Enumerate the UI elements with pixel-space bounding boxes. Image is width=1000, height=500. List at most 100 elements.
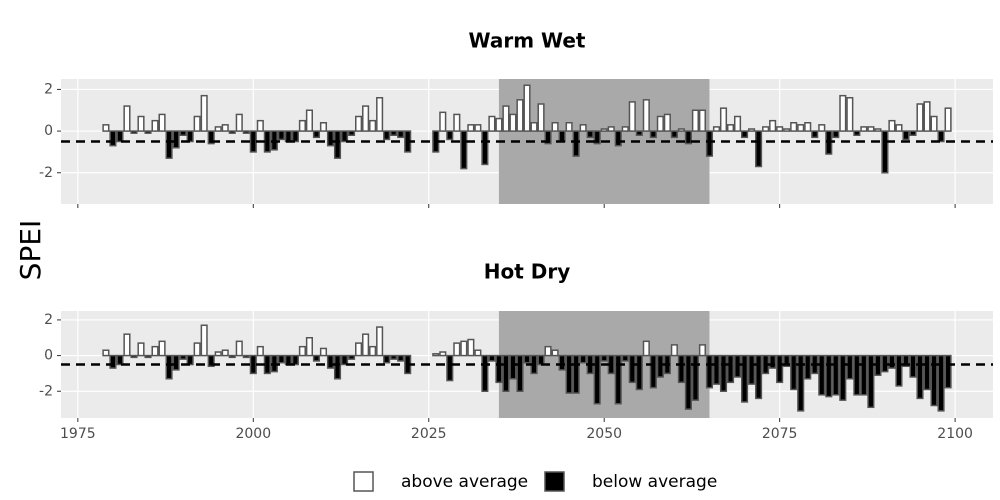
bar <box>158 113 166 132</box>
bar <box>656 354 664 378</box>
y-tick-label: 2 <box>44 81 53 97</box>
bar <box>102 349 110 357</box>
bar <box>319 122 328 132</box>
legend-swatch <box>353 471 374 492</box>
bar <box>242 354 250 359</box>
bar <box>797 124 805 132</box>
bar <box>481 354 489 393</box>
bar <box>930 115 938 132</box>
bar <box>874 128 882 132</box>
bar <box>867 354 875 409</box>
bar <box>326 354 335 369</box>
bar <box>376 97 384 132</box>
bar <box>333 354 342 380</box>
bar <box>818 354 826 396</box>
bar <box>446 354 454 382</box>
bar <box>776 126 784 132</box>
bar <box>488 115 496 132</box>
bar <box>748 354 756 385</box>
legend-swatch <box>544 471 565 492</box>
bar <box>607 126 615 132</box>
bar <box>909 354 917 378</box>
bar <box>832 130 840 139</box>
bar <box>846 354 854 380</box>
bar <box>355 115 363 132</box>
bar <box>453 342 461 357</box>
bar <box>860 354 868 396</box>
bar <box>474 349 482 357</box>
bar <box>544 345 552 357</box>
bar <box>249 130 257 153</box>
bar <box>523 84 531 132</box>
bar <box>860 126 868 132</box>
bar <box>347 130 356 136</box>
bar <box>362 333 370 357</box>
bar <box>790 354 798 391</box>
bar <box>214 126 222 132</box>
bar <box>263 130 271 153</box>
bar <box>755 354 763 400</box>
bar <box>390 130 398 136</box>
bar <box>397 130 405 139</box>
bar <box>895 354 903 387</box>
bar <box>937 130 945 143</box>
bar <box>733 354 742 378</box>
bar <box>481 130 489 166</box>
bar <box>726 124 735 132</box>
bar <box>551 349 559 357</box>
bar <box>551 122 559 132</box>
bar <box>355 342 363 357</box>
bar <box>719 354 728 393</box>
bar <box>137 342 145 357</box>
bar <box>151 119 159 132</box>
bar <box>116 354 124 366</box>
bar <box>369 119 377 132</box>
bar <box>537 354 545 366</box>
bar <box>544 130 552 145</box>
bar <box>677 354 685 384</box>
bar <box>937 354 945 412</box>
bar <box>825 354 833 398</box>
bar <box>839 94 847 132</box>
bar <box>277 354 285 364</box>
bar <box>144 130 152 134</box>
bar <box>495 354 503 384</box>
y-tick-label: 0 <box>44 348 53 364</box>
bar <box>446 130 454 141</box>
bar <box>207 130 215 145</box>
bar <box>712 126 721 132</box>
bar <box>600 128 608 132</box>
bar <box>783 354 791 368</box>
bar <box>783 128 791 132</box>
bar <box>242 130 250 134</box>
bar <box>284 130 292 143</box>
bar <box>516 99 524 132</box>
bar <box>502 105 510 132</box>
bar <box>769 119 777 132</box>
bar <box>467 338 475 357</box>
bar <box>228 130 236 134</box>
bar <box>502 354 510 393</box>
bar <box>305 337 313 357</box>
bar <box>741 130 749 139</box>
bar <box>804 354 812 380</box>
bar <box>256 345 264 357</box>
bar <box>776 354 784 384</box>
bar <box>221 124 229 132</box>
bar <box>116 130 124 143</box>
bar <box>818 124 826 132</box>
bar <box>333 130 342 159</box>
bar <box>712 354 721 385</box>
bar <box>165 130 173 159</box>
bar <box>256 119 264 132</box>
bar <box>193 115 201 132</box>
bar <box>130 130 138 134</box>
bar <box>298 345 306 357</box>
bar <box>733 115 742 132</box>
legend-label: below average <box>592 472 717 492</box>
bar <box>390 354 398 360</box>
bar <box>797 354 805 412</box>
bar <box>916 103 924 132</box>
bar <box>172 130 180 149</box>
bar <box>151 345 159 357</box>
